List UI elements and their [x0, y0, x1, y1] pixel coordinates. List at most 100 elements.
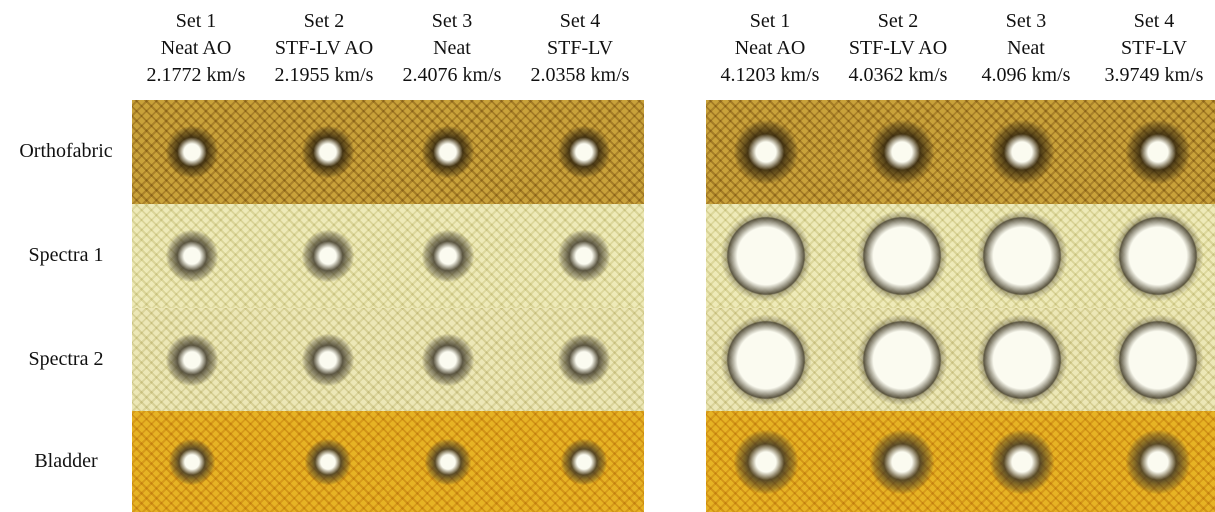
impact-site — [305, 439, 351, 485]
impact-site — [169, 439, 215, 485]
impact-site — [166, 230, 218, 282]
header-line: Set 1 — [132, 8, 260, 35]
impact-site — [734, 120, 798, 184]
header-line: 2.4076 km/s — [388, 62, 516, 89]
impact-site — [977, 211, 1067, 301]
header-line: Set 2 — [834, 8, 962, 35]
sample-image — [834, 204, 962, 308]
sample-image — [260, 308, 388, 411]
header-line: Set 4 — [516, 8, 644, 35]
sample-image — [706, 100, 834, 204]
sample-image — [1090, 308, 1215, 411]
header-line: STF-LV AO — [834, 35, 962, 62]
impact-site — [857, 211, 947, 301]
sample-image — [834, 100, 962, 204]
header-line: Neat — [388, 35, 516, 62]
row-label: Orthofabric — [0, 140, 132, 163]
sample-image — [516, 308, 644, 411]
impact-site — [422, 230, 474, 282]
row-label: Bladder — [0, 450, 132, 473]
sample-image — [834, 308, 962, 411]
header-line: Neat AO — [706, 35, 834, 62]
sample-image — [516, 100, 644, 204]
impact-site — [870, 430, 934, 494]
sample-image — [132, 204, 260, 308]
sample-image — [962, 100, 1090, 204]
sample-image — [388, 411, 516, 512]
impact-site — [558, 230, 610, 282]
impact-site — [302, 230, 354, 282]
sample-image — [1090, 411, 1215, 512]
sample-image — [132, 411, 260, 512]
impact-site — [870, 120, 934, 184]
header-line: 3.9749 km/s — [1090, 62, 1215, 89]
sample-image — [260, 204, 388, 308]
impact-site — [990, 430, 1054, 494]
sample-image — [132, 308, 260, 411]
row-label: Spectra 2 — [0, 348, 132, 371]
impact-site — [734, 430, 798, 494]
impact-site — [977, 315, 1067, 405]
impact-site — [1113, 315, 1203, 405]
header-line: 4.0362 km/s — [834, 62, 962, 89]
impact-site — [302, 334, 354, 386]
impact-site — [721, 211, 811, 301]
impact-site — [1126, 430, 1190, 494]
sample-image — [260, 100, 388, 204]
sample-image — [706, 411, 834, 512]
sample-image — [706, 204, 834, 308]
row-label: Spectra 1 — [0, 244, 132, 267]
header-line: Neat — [962, 35, 1090, 62]
impact-site — [302, 126, 354, 178]
impact-site — [425, 439, 471, 485]
sample-image — [516, 411, 644, 512]
header-line: 2.0358 km/s — [516, 62, 644, 89]
header-line: Set 3 — [962, 8, 1090, 35]
header-line: Set 4 — [1090, 8, 1215, 35]
impact-site — [561, 439, 607, 485]
impact-site — [721, 315, 811, 405]
impact-site — [422, 126, 474, 178]
header-line: STF-LV — [516, 35, 644, 62]
impact-site — [1126, 120, 1190, 184]
sample-image — [1090, 204, 1215, 308]
impact-site — [166, 334, 218, 386]
sample-image — [388, 204, 516, 308]
sample-image — [962, 204, 1090, 308]
impact-site — [857, 315, 947, 405]
header-line: Set 3 — [388, 8, 516, 35]
figure: Orthofabric Spectra 1 Spectra 2 Bladder Set … — [0, 0, 1215, 512]
header-line: 2.1955 km/s — [260, 62, 388, 89]
sample-image — [388, 308, 516, 411]
sample-image — [516, 204, 644, 308]
header-line: 4.1203 km/s — [706, 62, 834, 89]
impact-site — [990, 120, 1054, 184]
impact-site — [166, 126, 218, 178]
header-line: Set 1 — [706, 8, 834, 35]
impact-site — [422, 334, 474, 386]
sample-image — [260, 411, 388, 512]
header-line: 4.096 km/s — [962, 62, 1090, 89]
impact-site — [1113, 211, 1203, 301]
sample-image — [388, 100, 516, 204]
header-line: 2.1772 km/s — [132, 62, 260, 89]
header-line: STF-LV — [1090, 35, 1215, 62]
sample-image — [962, 308, 1090, 411]
header-line: Neat AO — [132, 35, 260, 62]
sample-image — [706, 308, 834, 411]
impact-site — [558, 334, 610, 386]
sample-image — [834, 411, 962, 512]
sample-image — [132, 100, 260, 204]
sample-image — [1090, 100, 1215, 204]
sample-image — [962, 411, 1090, 512]
header-line: Set 2 — [260, 8, 388, 35]
impact-site — [558, 126, 610, 178]
